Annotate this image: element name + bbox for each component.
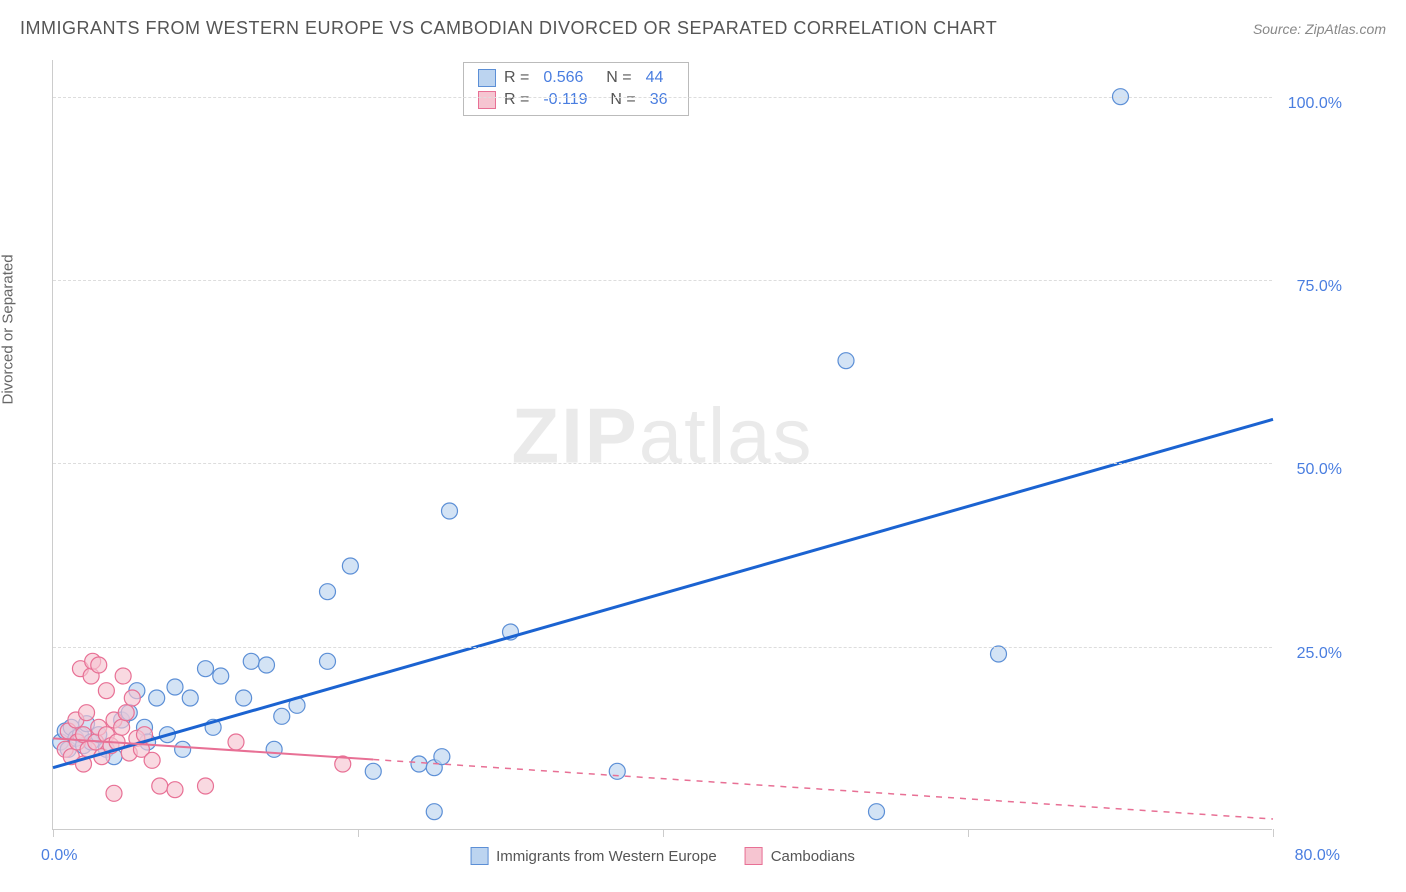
y-tick-label: 25.0%	[1297, 645, 1342, 663]
legend-label: Cambodians	[771, 848, 855, 865]
title-bar: IMMIGRANTS FROM WESTERN EUROPE VS CAMBOD…	[20, 18, 1386, 39]
stat-n-label: N =	[597, 69, 631, 87]
stat-r-value: -0.119	[537, 91, 593, 109]
chart-title: IMMIGRANTS FROM WESTERN EUROPE VS CAMBOD…	[20, 18, 997, 39]
trend-line-dashed	[373, 760, 1273, 819]
data-point	[167, 679, 183, 695]
data-point	[274, 708, 290, 724]
data-point	[442, 503, 458, 519]
stat-n-label: N =	[602, 91, 636, 109]
data-point	[106, 785, 122, 801]
data-point	[213, 668, 229, 684]
y-tick-label: 75.0%	[1297, 278, 1342, 296]
data-point	[79, 705, 95, 721]
data-point	[149, 690, 165, 706]
x-tick	[53, 829, 54, 837]
data-point	[320, 653, 336, 669]
data-point	[152, 778, 168, 794]
x-tick	[1273, 829, 1274, 837]
plot-area: ZIPatlas R =0.566 N =44R =-0.119 N =36 I…	[52, 60, 1272, 830]
legend-label: Immigrants from Western Europe	[496, 848, 717, 865]
data-point	[838, 353, 854, 369]
data-point	[236, 690, 252, 706]
legend-bottom: Immigrants from Western Europe Cambodians	[470, 847, 855, 865]
gridline	[53, 647, 1272, 648]
data-point	[124, 690, 140, 706]
data-point	[118, 705, 134, 721]
data-point	[434, 749, 450, 765]
data-point	[243, 653, 259, 669]
data-point	[144, 752, 160, 768]
data-point	[115, 668, 131, 684]
stat-r-value: 0.566	[537, 69, 589, 87]
data-point	[266, 741, 282, 757]
x-tick-label: 0.0%	[41, 847, 77, 865]
data-point	[114, 719, 130, 735]
trend-line-solid	[53, 419, 1273, 767]
data-point	[198, 661, 214, 677]
stats-box: R =0.566 N =44R =-0.119 N =36	[463, 62, 689, 116]
data-point	[869, 804, 885, 820]
data-point	[320, 584, 336, 600]
data-point	[365, 763, 381, 779]
data-point	[182, 690, 198, 706]
stat-n-value: 36	[644, 91, 674, 109]
stat-r-label: R =	[504, 91, 529, 109]
legend-swatch	[478, 91, 496, 109]
data-point	[175, 741, 191, 757]
data-point	[228, 734, 244, 750]
x-tick	[663, 829, 664, 837]
stat-n-value: 44	[640, 69, 670, 87]
y-axis-label: Divorced or Separated	[0, 254, 17, 404]
data-point	[167, 782, 183, 798]
legend-swatch	[478, 69, 496, 87]
data-point	[342, 558, 358, 574]
legend-swatch	[745, 847, 763, 865]
data-point	[991, 646, 1007, 662]
data-point	[91, 657, 107, 673]
data-point	[259, 657, 275, 673]
legend-item: Cambodians	[745, 847, 855, 865]
x-tick	[968, 829, 969, 837]
stats-row: R = 0.566 N = 44	[478, 67, 674, 89]
legend-swatch	[470, 847, 488, 865]
y-tick-label: 100.0%	[1288, 95, 1342, 113]
stats-row: R = -0.119 N = 36	[478, 89, 674, 111]
legend-item: Immigrants from Western Europe	[470, 847, 717, 865]
x-tick	[358, 829, 359, 837]
data-point	[198, 778, 214, 794]
data-point	[426, 804, 442, 820]
gridline	[53, 280, 1272, 281]
gridline	[53, 463, 1272, 464]
stat-r-label: R =	[504, 69, 529, 87]
source-label: Source: ZipAtlas.com	[1253, 21, 1386, 37]
data-point	[98, 683, 114, 699]
x-tick-label: 80.0%	[1295, 847, 1340, 865]
data-point	[609, 763, 625, 779]
y-tick-label: 50.0%	[1297, 461, 1342, 479]
data-point	[411, 756, 427, 772]
gridline	[53, 97, 1272, 98]
chart-svg	[53, 60, 1272, 829]
